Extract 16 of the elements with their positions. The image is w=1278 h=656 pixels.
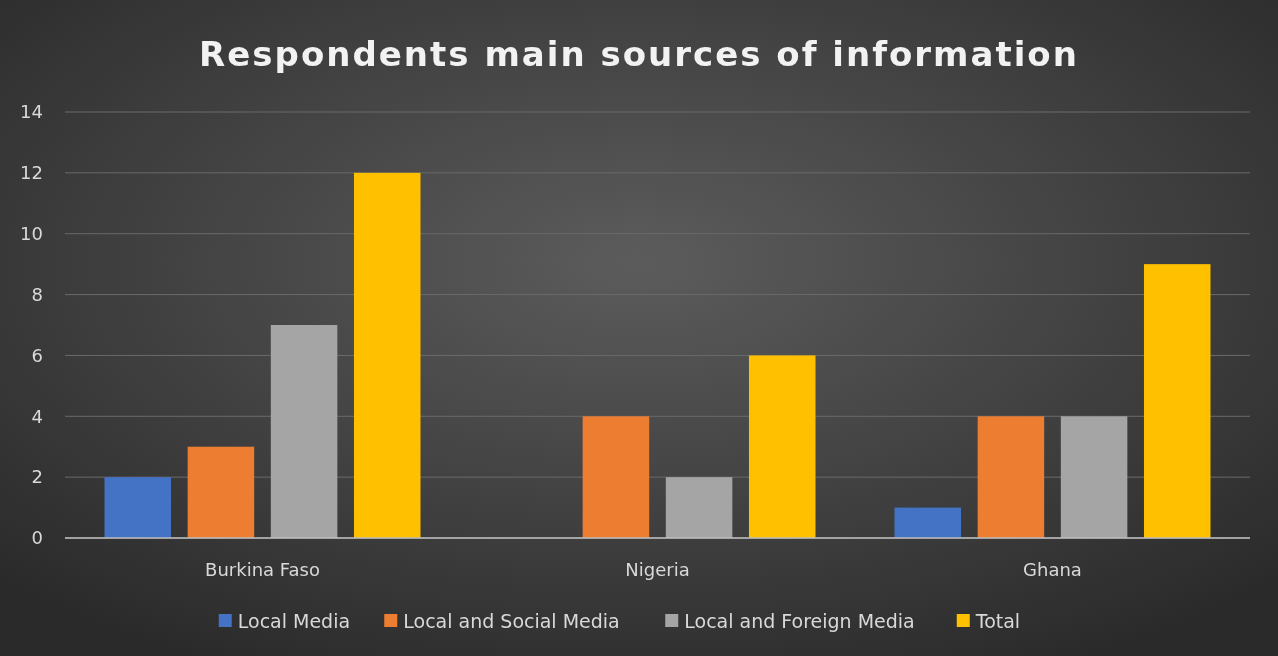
x-tick-label: Nigeria: [625, 559, 690, 580]
chart-title: Respondents main sources of information: [199, 34, 1079, 74]
y-tick-label: 10: [20, 223, 43, 245]
y-tick-label: 12: [20, 162, 43, 184]
y-tick-label: 4: [31, 405, 43, 427]
legend-label: Local and Foreign Media: [684, 609, 915, 632]
y-tick-label: 0: [31, 527, 43, 549]
legend-label: Total: [974, 609, 1021, 632]
y-tick-label: 2: [31, 466, 43, 488]
x-tick-label: Ghana: [1023, 559, 1082, 580]
y-tick-label: 6: [31, 344, 43, 366]
y-tick-label: 14: [20, 101, 43, 123]
x-tick-label: Burkina Faso: [205, 559, 320, 580]
legend-label: Local and Social Media: [403, 609, 620, 632]
legend-label: Local Media: [237, 609, 351, 632]
y-tick-label: 8: [31, 283, 43, 305]
